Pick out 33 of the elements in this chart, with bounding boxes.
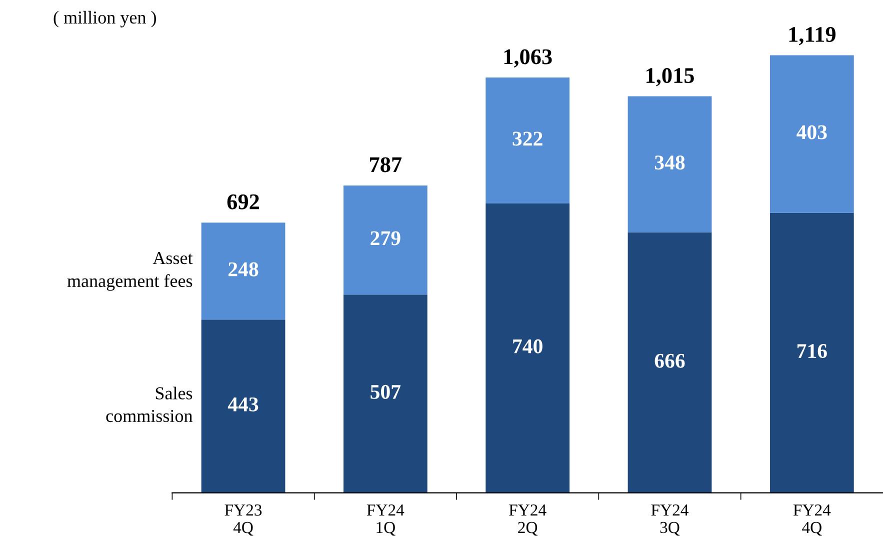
bar	[486, 78, 570, 204]
x-tick-label: FY24 1Q	[366, 504, 404, 536]
data-label: 666	[654, 354, 685, 368]
x-tick-label: FY24 2Q	[509, 504, 546, 536]
bar	[343, 185, 428, 295]
x-tick-label: FY23 4Q	[224, 504, 262, 536]
bar	[201, 320, 286, 493]
data-label: 348	[654, 156, 685, 170]
total-label: 787	[370, 157, 402, 172]
total-label: 1,119	[789, 27, 836, 46]
total-label: 1,015	[646, 68, 694, 86]
total-label: 692	[227, 194, 259, 210]
data-label: 279	[370, 231, 400, 246]
bar	[628, 232, 712, 493]
x-tick-label: FY24 4Q	[793, 504, 831, 536]
bar	[628, 96, 712, 232]
data-label: 403	[796, 125, 827, 140]
text: ( million yen )	[54, 10, 156, 28]
x-tick-label: FY24 3Q	[651, 504, 688, 536]
data-label: 248	[228, 262, 258, 276]
bar	[486, 203, 570, 493]
series-label: Sales commission	[106, 386, 193, 422]
bar	[343, 294, 428, 493]
data-label: 443	[228, 397, 258, 412]
series-label: Asset management fees	[67, 252, 193, 291]
bar	[770, 212, 854, 493]
bar	[770, 55, 854, 213]
data-label: 740	[513, 339, 542, 354]
total-label: 1,063	[504, 49, 552, 68]
data-label: 716	[797, 344, 827, 358]
bar	[201, 222, 286, 320]
data-label: 322	[512, 132, 542, 146]
data-label: 507	[370, 384, 401, 399]
